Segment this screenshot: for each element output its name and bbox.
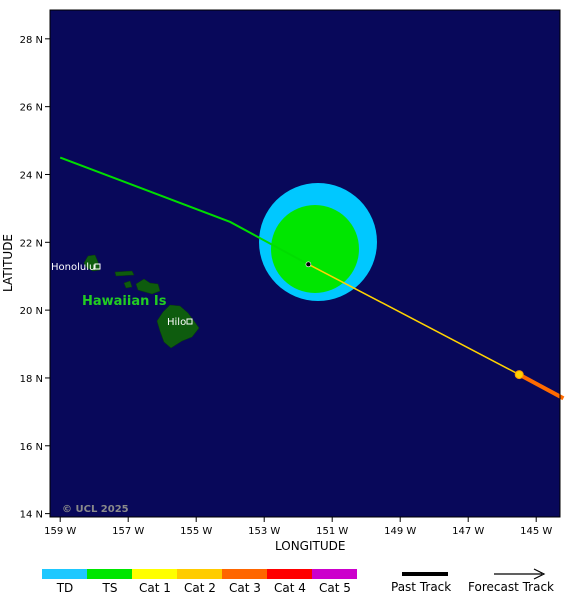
storm-track-map: Honolulu Hilo Hawaiian Is © UCL 2025 159… <box>20 9 565 537</box>
legend-swatch-td <box>42 569 87 579</box>
y-tick-label: 28 N <box>20 35 43 46</box>
legend-swatch-cat-3 <box>222 569 267 579</box>
forecast-track-cat1 <box>308 263 520 376</box>
island-lanai <box>123 280 133 289</box>
legend-label-cat-4: Cat 4 <box>274 581 306 595</box>
past-track-label: Past Track <box>391 580 452 594</box>
city-hilo-label: Hilo <box>167 317 186 328</box>
wind-radius-inner <box>271 205 359 293</box>
forecast-position-marker <box>514 370 524 380</box>
legend-label-cat-1: Cat 1 <box>139 581 171 595</box>
legend-swatch-cat-1 <box>132 569 177 579</box>
island-oahu <box>83 254 101 272</box>
x-tick-label: 155 W <box>180 526 212 537</box>
y-tick-label: 14 N <box>20 510 43 521</box>
forecast-track-cat3 <box>518 372 565 401</box>
y-tick-label: 24 N <box>20 170 43 181</box>
hawaiian-islands <box>83 254 200 349</box>
legend-swatch-cat-2 <box>177 569 222 579</box>
legend-swatch-cat-5 <box>312 569 357 579</box>
x-tick-label: 151 W <box>316 526 348 537</box>
x-tick-label: 149 W <box>384 526 416 537</box>
x-tick-label: 147 W <box>452 526 484 537</box>
past-track-swatch <box>402 572 448 576</box>
legend-label-td: TD <box>56 581 74 595</box>
y-axis-title: LATITUDE <box>1 233 15 293</box>
legend-label-ts: TS <box>102 581 118 595</box>
y-tick-label: 26 N <box>20 103 43 114</box>
x-tick-label: 153 W <box>248 526 280 537</box>
city-honolulu-label: Honolulu <box>51 262 95 273</box>
legend-label-cat-3: Cat 3 <box>229 581 261 595</box>
legend-swatch-ts <box>87 569 132 579</box>
forecast-track-swatch <box>494 568 546 580</box>
x-tick-label: 159 W <box>44 526 76 537</box>
y-tick-label: 22 N <box>20 238 43 249</box>
forecast-track-label: Forecast Track <box>468 580 554 594</box>
legend-label-cat-2: Cat 2 <box>184 581 216 595</box>
y-tick-label: 16 N <box>20 442 43 453</box>
copyright-credit: © UCL 2025 <box>62 504 129 515</box>
y-tick-label: 20 N <box>20 306 43 317</box>
x-axis-title: LONGITUDE <box>275 539 346 553</box>
past-track-ts <box>59 156 309 266</box>
city-honolulu-marker <box>94 263 101 270</box>
storm-center-marker <box>305 261 312 268</box>
y-tick-label: 18 N <box>20 374 43 385</box>
island-maui <box>135 278 161 295</box>
x-tick-label: 157 W <box>112 526 144 537</box>
axis-ticks: 159 W 157 W 155 W 153 W 151 W 149 W 147 W 145 W… <box>20 35 553 537</box>
city-hilo-marker <box>186 318 193 325</box>
region-label-hawaiian-islands: Hawaiian Is <box>82 294 167 309</box>
map-frame <box>49 9 561 518</box>
island-big-island <box>156 304 200 349</box>
legend-label-cat-5: Cat 5 <box>319 581 351 595</box>
island-molokai <box>114 270 135 277</box>
legend-swatch-cat-4 <box>267 569 312 579</box>
x-tick-label: 145 W <box>520 526 552 537</box>
